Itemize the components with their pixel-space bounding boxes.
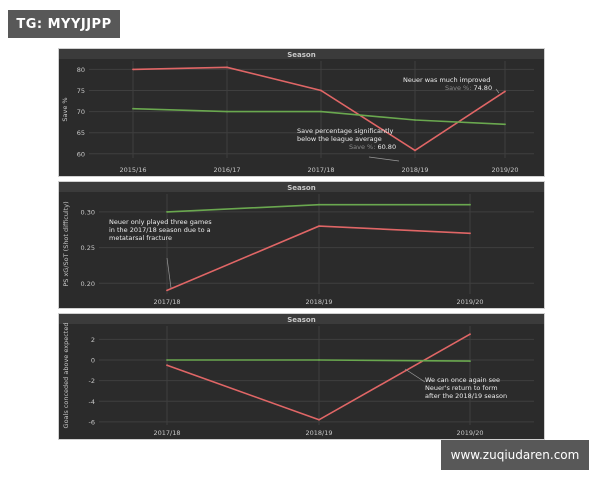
y-tick-label: 0 [91, 357, 95, 365]
annotation-value: 60.80 [377, 143, 396, 151]
y-axis-label: PS xG/SoT (Shot difficulty) [62, 201, 70, 286]
series-2-point [166, 211, 168, 213]
series-1-point [318, 418, 320, 421]
save-percentage-panel: Season Save % 60 65 70 75 80 2015/16 2016/17 2017… [58, 48, 545, 177]
annotation-text: below the league average [297, 135, 382, 143]
chart-title: Season [287, 316, 315, 324]
series-2-point [318, 359, 320, 361]
chart-title: Season [287, 51, 315, 59]
series-2-point [226, 110, 228, 113]
series-1-point [318, 225, 320, 227]
y-tick-label: 0.20 [81, 280, 95, 288]
y-axis-label: Goals conceded above expected [62, 323, 70, 429]
x-tick-label: 2019/20 [491, 166, 518, 174]
x-tick-label: 2019/20 [456, 298, 483, 306]
chart-header-strip [59, 182, 544, 192]
annotation-value-label: Save %: [349, 143, 377, 151]
series-1-point [504, 90, 506, 93]
annotation-text: Neuer's return to form [425, 384, 498, 392]
chart-title: Season [287, 184, 315, 192]
telegram-tag-badge: TG: MYYJJPP [8, 10, 120, 38]
annotation-value-readout: Save %: 60.80 [349, 143, 396, 151]
annotation-text: We can once again see [425, 376, 500, 384]
y-tick-label: 75 [77, 87, 85, 95]
y-tick-label: 0.30 [81, 208, 95, 216]
series-1-point [469, 232, 471, 235]
annotation-text: in the 2017/18 season due to a [109, 226, 211, 234]
series-2-point [318, 203, 320, 206]
annotation-text: Neuer only played three games [109, 218, 212, 226]
series-2-point [414, 119, 416, 121]
series-1-point [320, 89, 322, 92]
y-tick-label: -6 [89, 418, 95, 426]
annotation-value-label: Save %: [445, 84, 473, 92]
x-tick-label: 2017/18 [307, 166, 334, 174]
y-axis-label: Save % [61, 97, 69, 121]
save-percentage-chart: Season Save % 60 65 70 75 80 2015/16 2016/17 2017… [59, 49, 544, 174]
series-2-point [132, 107, 134, 110]
x-tick-label: 2015/16 [119, 166, 146, 174]
series-2-point [504, 123, 506, 126]
x-tick-label: 2016/17 [213, 166, 240, 174]
chart-header-strip [59, 314, 544, 324]
y-tick-label: 65 [77, 129, 85, 137]
x-tick-label: 2017/18 [153, 429, 180, 437]
annotation-text: metatarsal fracture [109, 234, 172, 242]
series-1-point [166, 364, 168, 367]
x-tick-label: 2019/20 [456, 429, 483, 437]
annotation-value: 74.80 [473, 84, 492, 92]
website-watermark-badge: www.zuqiudaren.com [441, 440, 589, 470]
annotation-connector [166, 257, 172, 289]
annotation-text: Neuer was much improved [403, 76, 490, 84]
annotation-connector [404, 368, 426, 383]
shot-difficulty-panel: Season PS xG/SoT (Shot difficulty) 0.20 0.2… [58, 181, 545, 309]
series-2-point [320, 110, 322, 113]
y-tick-label: -2 [89, 377, 95, 385]
annotation-value-readout: Save %: 74.80 [445, 84, 492, 92]
x-tick-label: 2018/19 [401, 166, 428, 174]
series-1-point [166, 289, 168, 292]
annotation-text: after the 2018/19 season [425, 392, 507, 400]
series-2-point [469, 203, 471, 206]
annotation-connector [495, 88, 500, 94]
x-tick-label: 2018/19 [305, 298, 332, 306]
series-2-point [469, 360, 471, 362]
series-1-point [132, 68, 134, 71]
series-1-point [226, 66, 228, 69]
goals-above-expected-panel: Season Goals conceded above expected 2 0 -2 -… [58, 313, 545, 440]
goals-above-expected-chart: Season Goals conceded above expected 2 0 -2 -… [59, 314, 544, 437]
y-tick-label: 70 [77, 108, 85, 116]
y-tick-label: -4 [89, 398, 95, 406]
y-tick-label: 2 [91, 336, 95, 344]
y-tick-label: 80 [77, 66, 85, 74]
y-tick-label: 0.25 [81, 244, 95, 252]
series-1-point [414, 149, 416, 152]
annotation-text: Save percentage significantly [297, 127, 393, 135]
y-tick-label: 60 [77, 150, 85, 158]
x-tick-label: 2017/18 [153, 298, 180, 306]
shot-difficulty-chart: Season PS xG/SoT (Shot difficulty) 0.20 0.2… [59, 182, 544, 306]
series-1-point [469, 333, 471, 336]
series-line-2 [132, 107, 506, 126]
x-tick-label: 2018/19 [305, 429, 332, 437]
chart-header-strip [59, 49, 544, 59]
series-2-point [166, 359, 168, 361]
annotation-connector [368, 156, 400, 162]
